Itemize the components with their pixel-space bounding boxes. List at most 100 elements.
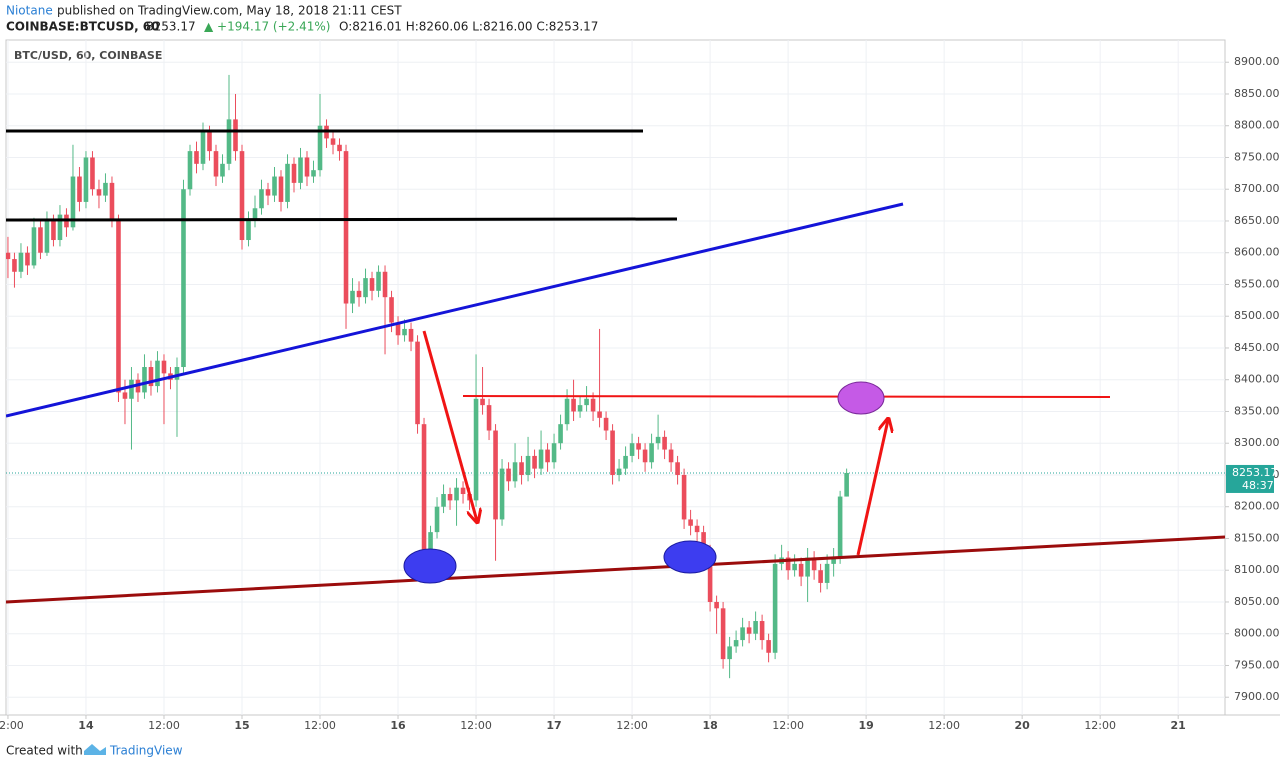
candle-body	[389, 297, 394, 323]
candle-body	[818, 570, 823, 583]
x-tick-label: 19	[858, 719, 873, 732]
candle-body	[44, 220, 50, 253]
candle-body	[226, 119, 232, 164]
candle-body	[532, 455, 537, 469]
y-tick-label: 8800.00	[1234, 119, 1280, 132]
candle-body	[447, 494, 453, 501]
support-line	[6, 535, 1225, 604]
candle-body	[753, 621, 758, 634]
candle-body	[441, 494, 446, 507]
candle-body	[382, 271, 388, 298]
y-tick-label: 8000.00	[1234, 627, 1280, 640]
x-tick-label: 20	[1015, 719, 1031, 732]
candle-body	[538, 449, 544, 469]
y-tick-label: 7950.00	[1234, 658, 1280, 671]
y-tick-label: 8100.00	[1234, 563, 1280, 576]
candle-body	[317, 125, 323, 171]
resistance-line	[6, 217, 678, 222]
candles	[6, 74, 849, 679]
candle-body	[824, 563, 830, 583]
candle-body	[109, 182, 115, 221]
drawings	[6, 129, 1225, 604]
candle-body	[720, 608, 726, 660]
candle-body	[454, 487, 459, 501]
candle-body	[727, 646, 732, 660]
candle-body	[428, 532, 433, 552]
y-tick-label: 8350.00	[1234, 404, 1280, 417]
footer-brand[interactable]: TradingView	[109, 744, 183, 758]
candle-body	[18, 252, 24, 272]
symbol-ohlc: O:8216.01 H:8260.06 L:8216.00 C:8253.17	[339, 20, 598, 34]
candle-body	[792, 563, 797, 571]
candle-body	[155, 360, 160, 387]
candle-body	[805, 557, 810, 577]
published: published on TradingView.com, May 18, 20…	[57, 4, 402, 18]
candle-body	[96, 189, 102, 196]
candle-body	[603, 417, 609, 431]
candle-body	[220, 163, 225, 177]
y-tick-label: 7900.00	[1234, 690, 1280, 703]
candle-body	[415, 341, 420, 425]
candle-body	[811, 557, 817, 571]
candle-body	[506, 468, 511, 482]
candle-body	[493, 430, 498, 520]
candle-body	[246, 220, 251, 241]
candle-body	[564, 398, 570, 425]
candle-body	[181, 189, 186, 368]
candle-body	[545, 449, 550, 463]
candle-body	[571, 398, 576, 412]
y-tick-label: 8500.00	[1234, 309, 1280, 322]
x-tick-label: 16	[390, 719, 406, 732]
candle-body	[701, 532, 706, 552]
author[interactable]: Niotane	[6, 4, 53, 18]
candle-body	[343, 151, 349, 304]
candle-body	[655, 436, 661, 444]
candle-body	[57, 214, 63, 241]
candle-body	[77, 176, 82, 202]
candle-body	[629, 443, 635, 456]
arrow	[422, 330, 477, 521]
candle-body	[759, 621, 765, 641]
candle-body	[746, 627, 752, 634]
x-tick-label: 12:00	[1084, 719, 1116, 732]
candle-body	[31, 227, 37, 266]
candle-body	[707, 551, 713, 602]
candle-body	[837, 496, 843, 558]
candle-body	[161, 360, 167, 374]
x-tick-label: 14	[78, 719, 94, 732]
candle-body	[304, 157, 310, 177]
candle-body	[740, 627, 745, 641]
candle-body	[239, 151, 245, 241]
candle-body	[142, 367, 147, 393]
y-tick-label: 8900.00	[1234, 55, 1280, 68]
countdown-label: 48:37	[1242, 479, 1274, 492]
candle-body	[616, 468, 622, 475]
candle-body	[480, 398, 485, 406]
y-tick-label: 8450.00	[1234, 341, 1280, 354]
y-tick-label: 8600.00	[1234, 246, 1280, 259]
candle-body	[486, 405, 492, 431]
y-tick-label: 8650.00	[1234, 214, 1280, 227]
x-tick-label: 12:00	[772, 719, 804, 732]
candle-body	[122, 392, 128, 399]
candle-body	[194, 151, 199, 164]
grid	[6, 40, 1225, 715]
candle-body	[675, 462, 680, 475]
candle-body	[623, 455, 628, 469]
candle-body	[590, 398, 596, 412]
candle-body	[831, 557, 836, 564]
last-price-label: 8253.17	[1232, 466, 1278, 479]
candle-body	[597, 411, 602, 418]
footer-created: Created with	[6, 744, 83, 758]
candle-body	[766, 640, 771, 653]
y-tick-label: 8300.00	[1234, 436, 1280, 449]
candle-body	[460, 487, 466, 495]
candle-body	[714, 601, 719, 609]
candle-body	[681, 474, 687, 520]
candle-body	[584, 398, 589, 406]
candle-body	[668, 449, 674, 463]
ellipse	[403, 548, 457, 584]
symbol-name: COINBASE:BTCUSD, 60	[6, 20, 160, 34]
candle-body	[129, 379, 134, 399]
